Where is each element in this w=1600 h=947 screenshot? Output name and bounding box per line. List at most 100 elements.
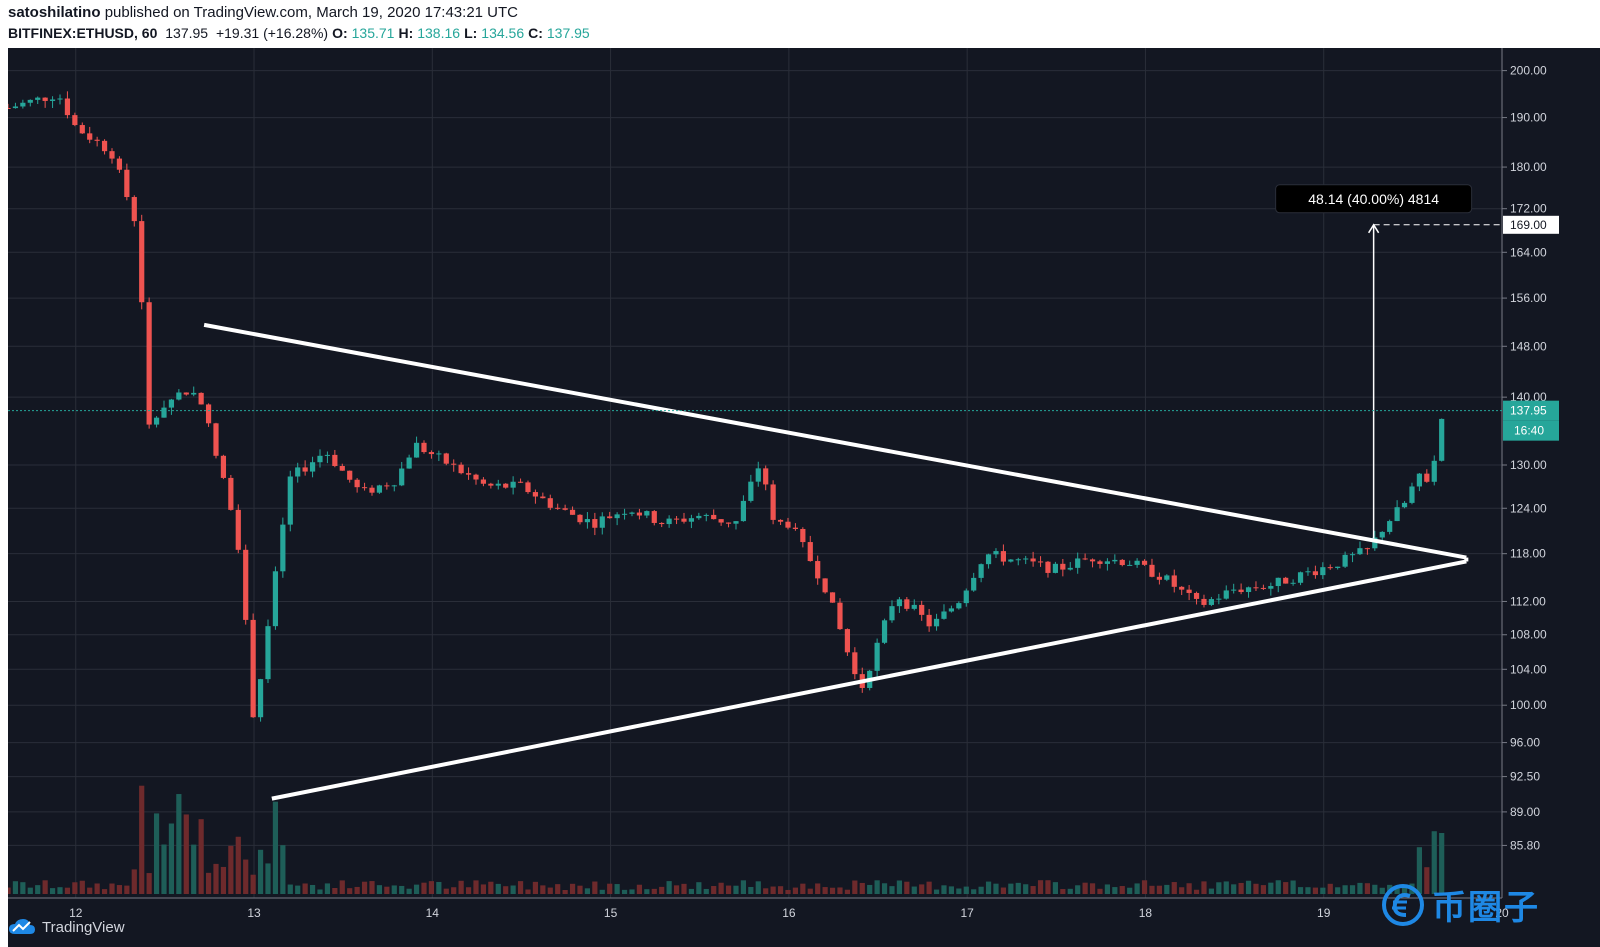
tradingview-logo[interactable]: TradingView — [8, 916, 125, 938]
volume-bar — [1394, 885, 1400, 894]
price-axis-label: 92.50 — [1510, 770, 1540, 784]
volume-bar — [205, 872, 212, 894]
price-axis-label: 140.00 — [1510, 390, 1547, 404]
price-change: +19.31 (+16.28%) — [215, 25, 329, 41]
chart-area[interactable]: 200.00 190.00 180.00 172.00 164.00 156.00 148.… — [8, 48, 1600, 947]
time-axis-label: 15 — [604, 906, 618, 920]
volume-bar — [124, 885, 130, 894]
volume-bar — [941, 885, 947, 894]
volume-bar — [763, 888, 769, 894]
price-axis-label: 89.00 — [1510, 805, 1540, 819]
candle-body — [584, 519, 591, 523]
volume-bar — [1015, 882, 1021, 894]
candle-body — [287, 476, 293, 525]
volume-bar — [874, 880, 880, 894]
volume-bar — [131, 869, 137, 894]
candle-body — [755, 468, 761, 482]
candle-body — [436, 453, 442, 455]
volume-bar — [777, 886, 784, 894]
volume-bar — [1141, 880, 1148, 894]
candle-body — [146, 302, 152, 425]
volume-bar — [257, 849, 264, 894]
candle-body — [569, 509, 576, 515]
volume-bar — [1097, 888, 1103, 894]
volume-bar — [473, 880, 479, 894]
volume-bar — [919, 884, 925, 894]
volume-bar — [1208, 888, 1215, 894]
volume-bar — [822, 887, 828, 894]
volume-bar — [12, 881, 19, 894]
candle-body — [168, 399, 175, 408]
author-name[interactable]: satoshilatino — [8, 4, 101, 21]
candle-body — [725, 522, 732, 524]
trendline-upper — [203, 322, 1467, 560]
volume-bar — [555, 884, 561, 894]
candle-body — [153, 417, 160, 425]
volume-bar — [993, 883, 999, 894]
candle-body — [64, 98, 71, 116]
time-axis-label: 18 — [1139, 906, 1153, 920]
candle-body — [1015, 559, 1021, 561]
candle-body — [874, 642, 880, 671]
candle-body — [1179, 586, 1185, 590]
time-axis-label: 16 — [782, 906, 796, 920]
volume-bar — [896, 880, 903, 894]
candle-body — [12, 106, 19, 109]
volume-bar — [1416, 847, 1422, 894]
candle-body — [547, 498, 553, 508]
candle-body — [1260, 587, 1266, 589]
price-axis-label: 108.00 — [1510, 628, 1547, 642]
high-label: H: — [398, 25, 414, 41]
time-axis-label: 13 — [247, 906, 261, 920]
candle-body — [1193, 592, 1200, 599]
candle-body — [963, 590, 969, 604]
volume-bar — [1439, 832, 1445, 894]
price-axis-label: 104.00 — [1510, 662, 1547, 676]
volume-bar — [139, 785, 145, 894]
volume-bar — [1060, 889, 1066, 894]
candle-body — [1134, 560, 1140, 565]
candlestick-chart[interactable]: 200.00 190.00 180.00 172.00 164.00 156.00 148.… — [8, 48, 1600, 947]
candle-body — [116, 158, 123, 170]
price-axis-label: 96.00 — [1510, 736, 1540, 750]
candle-body — [265, 626, 271, 680]
time-axis-label: 14 — [426, 906, 440, 920]
volume-bar — [532, 881, 539, 894]
candle-body — [35, 97, 41, 100]
volume-bar — [361, 881, 368, 894]
volume-bar — [1075, 885, 1081, 894]
countdown-label: 16:40 — [1514, 424, 1544, 438]
price-axis-label: 112.00 — [1510, 594, 1546, 608]
candle-body — [1171, 575, 1177, 587]
price-axis-label: 200.00 — [1510, 64, 1547, 78]
volume-bar — [42, 880, 48, 894]
volume-bar — [480, 884, 487, 894]
volume-bar — [1431, 831, 1437, 894]
candle-body — [1223, 590, 1229, 599]
candle-body — [1000, 551, 1007, 562]
candle-body — [517, 481, 524, 483]
candle-body — [807, 542, 813, 562]
chart-header: satoshilatino published on TradingView.c… — [0, 0, 1600, 48]
volume-bar — [1045, 880, 1051, 894]
volume-bar — [681, 883, 687, 894]
volume-bar — [1156, 885, 1163, 894]
symbol-name[interactable]: BITFINEX:ETHUSD, 60 — [8, 25, 158, 41]
candle-body — [1208, 599, 1215, 605]
volume-bar — [1364, 883, 1370, 894]
candle-body — [1119, 559, 1125, 566]
price-axis-label: 148.00 — [1510, 339, 1547, 353]
candle-body — [20, 102, 26, 107]
publish-info: satoshilatino published on TradingView.c… — [8, 4, 518, 21]
volume-bar — [1379, 887, 1385, 894]
volume-bar — [1245, 880, 1252, 894]
volume-bar — [1372, 884, 1378, 894]
candle-body — [1253, 587, 1259, 589]
candle-body — [421, 442, 427, 453]
candle-body — [205, 404, 212, 424]
candle-body — [94, 139, 100, 141]
candle-body — [1357, 548, 1363, 555]
target-price-tag — [1503, 215, 1559, 234]
volume-bar — [488, 881, 494, 894]
candle-body — [621, 513, 628, 515]
